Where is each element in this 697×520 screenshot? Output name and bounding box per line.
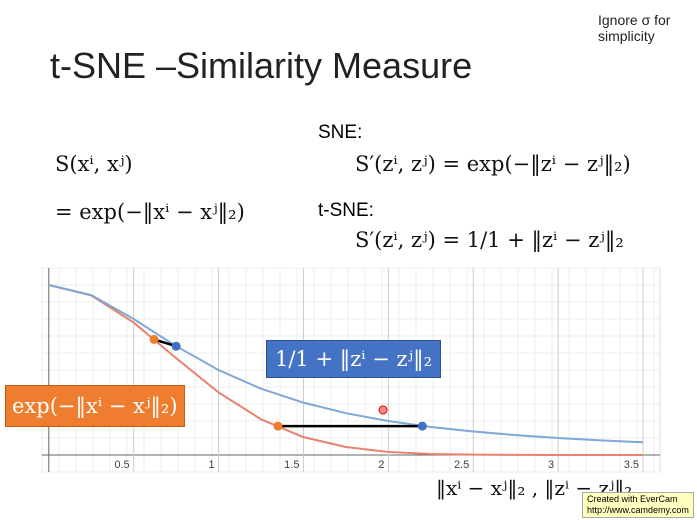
x-tick-label: 2 — [378, 459, 384, 471]
point — [273, 421, 283, 431]
point — [149, 334, 159, 344]
x-tick-label: 1.5 — [284, 459, 299, 471]
watermark-line: http://www.camdemy.com — [587, 505, 689, 515]
formula: S(xⁱ, xʲ) — [55, 152, 133, 176]
watermark-line: Created with EverCam — [587, 494, 678, 504]
x-tick-label: 3 — [548, 459, 554, 471]
point — [171, 341, 181, 351]
x-tick-label: 3.5 — [624, 459, 639, 471]
cursor — [378, 405, 388, 415]
title: t-SNE –Similarity Measure — [50, 45, 473, 86]
formula: = exp(−‖xⁱ − xʲ‖₂) — [55, 200, 245, 224]
legend-box: exp(−‖xⁱ − xʲ‖₂) — [5, 385, 185, 427]
label: t-SNE: — [318, 200, 374, 221]
legend-box: 1/1 + ‖zⁱ − zʲ‖₂ — [266, 340, 442, 378]
label: SNE: — [318, 122, 363, 143]
watermark: Created with EverCam http://www.camdemy.c… — [582, 492, 694, 518]
x-tick-label: 1 — [208, 459, 214, 471]
formula: S′(zⁱ, zʲ) = 1/1 + ‖zⁱ − zʲ‖₂ — [355, 228, 624, 252]
x-tick-label: 0.5 — [114, 459, 129, 471]
line-series — [48, 284, 644, 456]
line-series — [48, 284, 644, 444]
point — [417, 421, 427, 431]
x-tick-label: 2.5 — [454, 459, 469, 471]
formula: S′(zⁱ, zʲ) = exp(−‖zⁱ − zʲ‖₂) — [355, 152, 631, 176]
note: Ignore σ for simplicity — [598, 12, 671, 44]
